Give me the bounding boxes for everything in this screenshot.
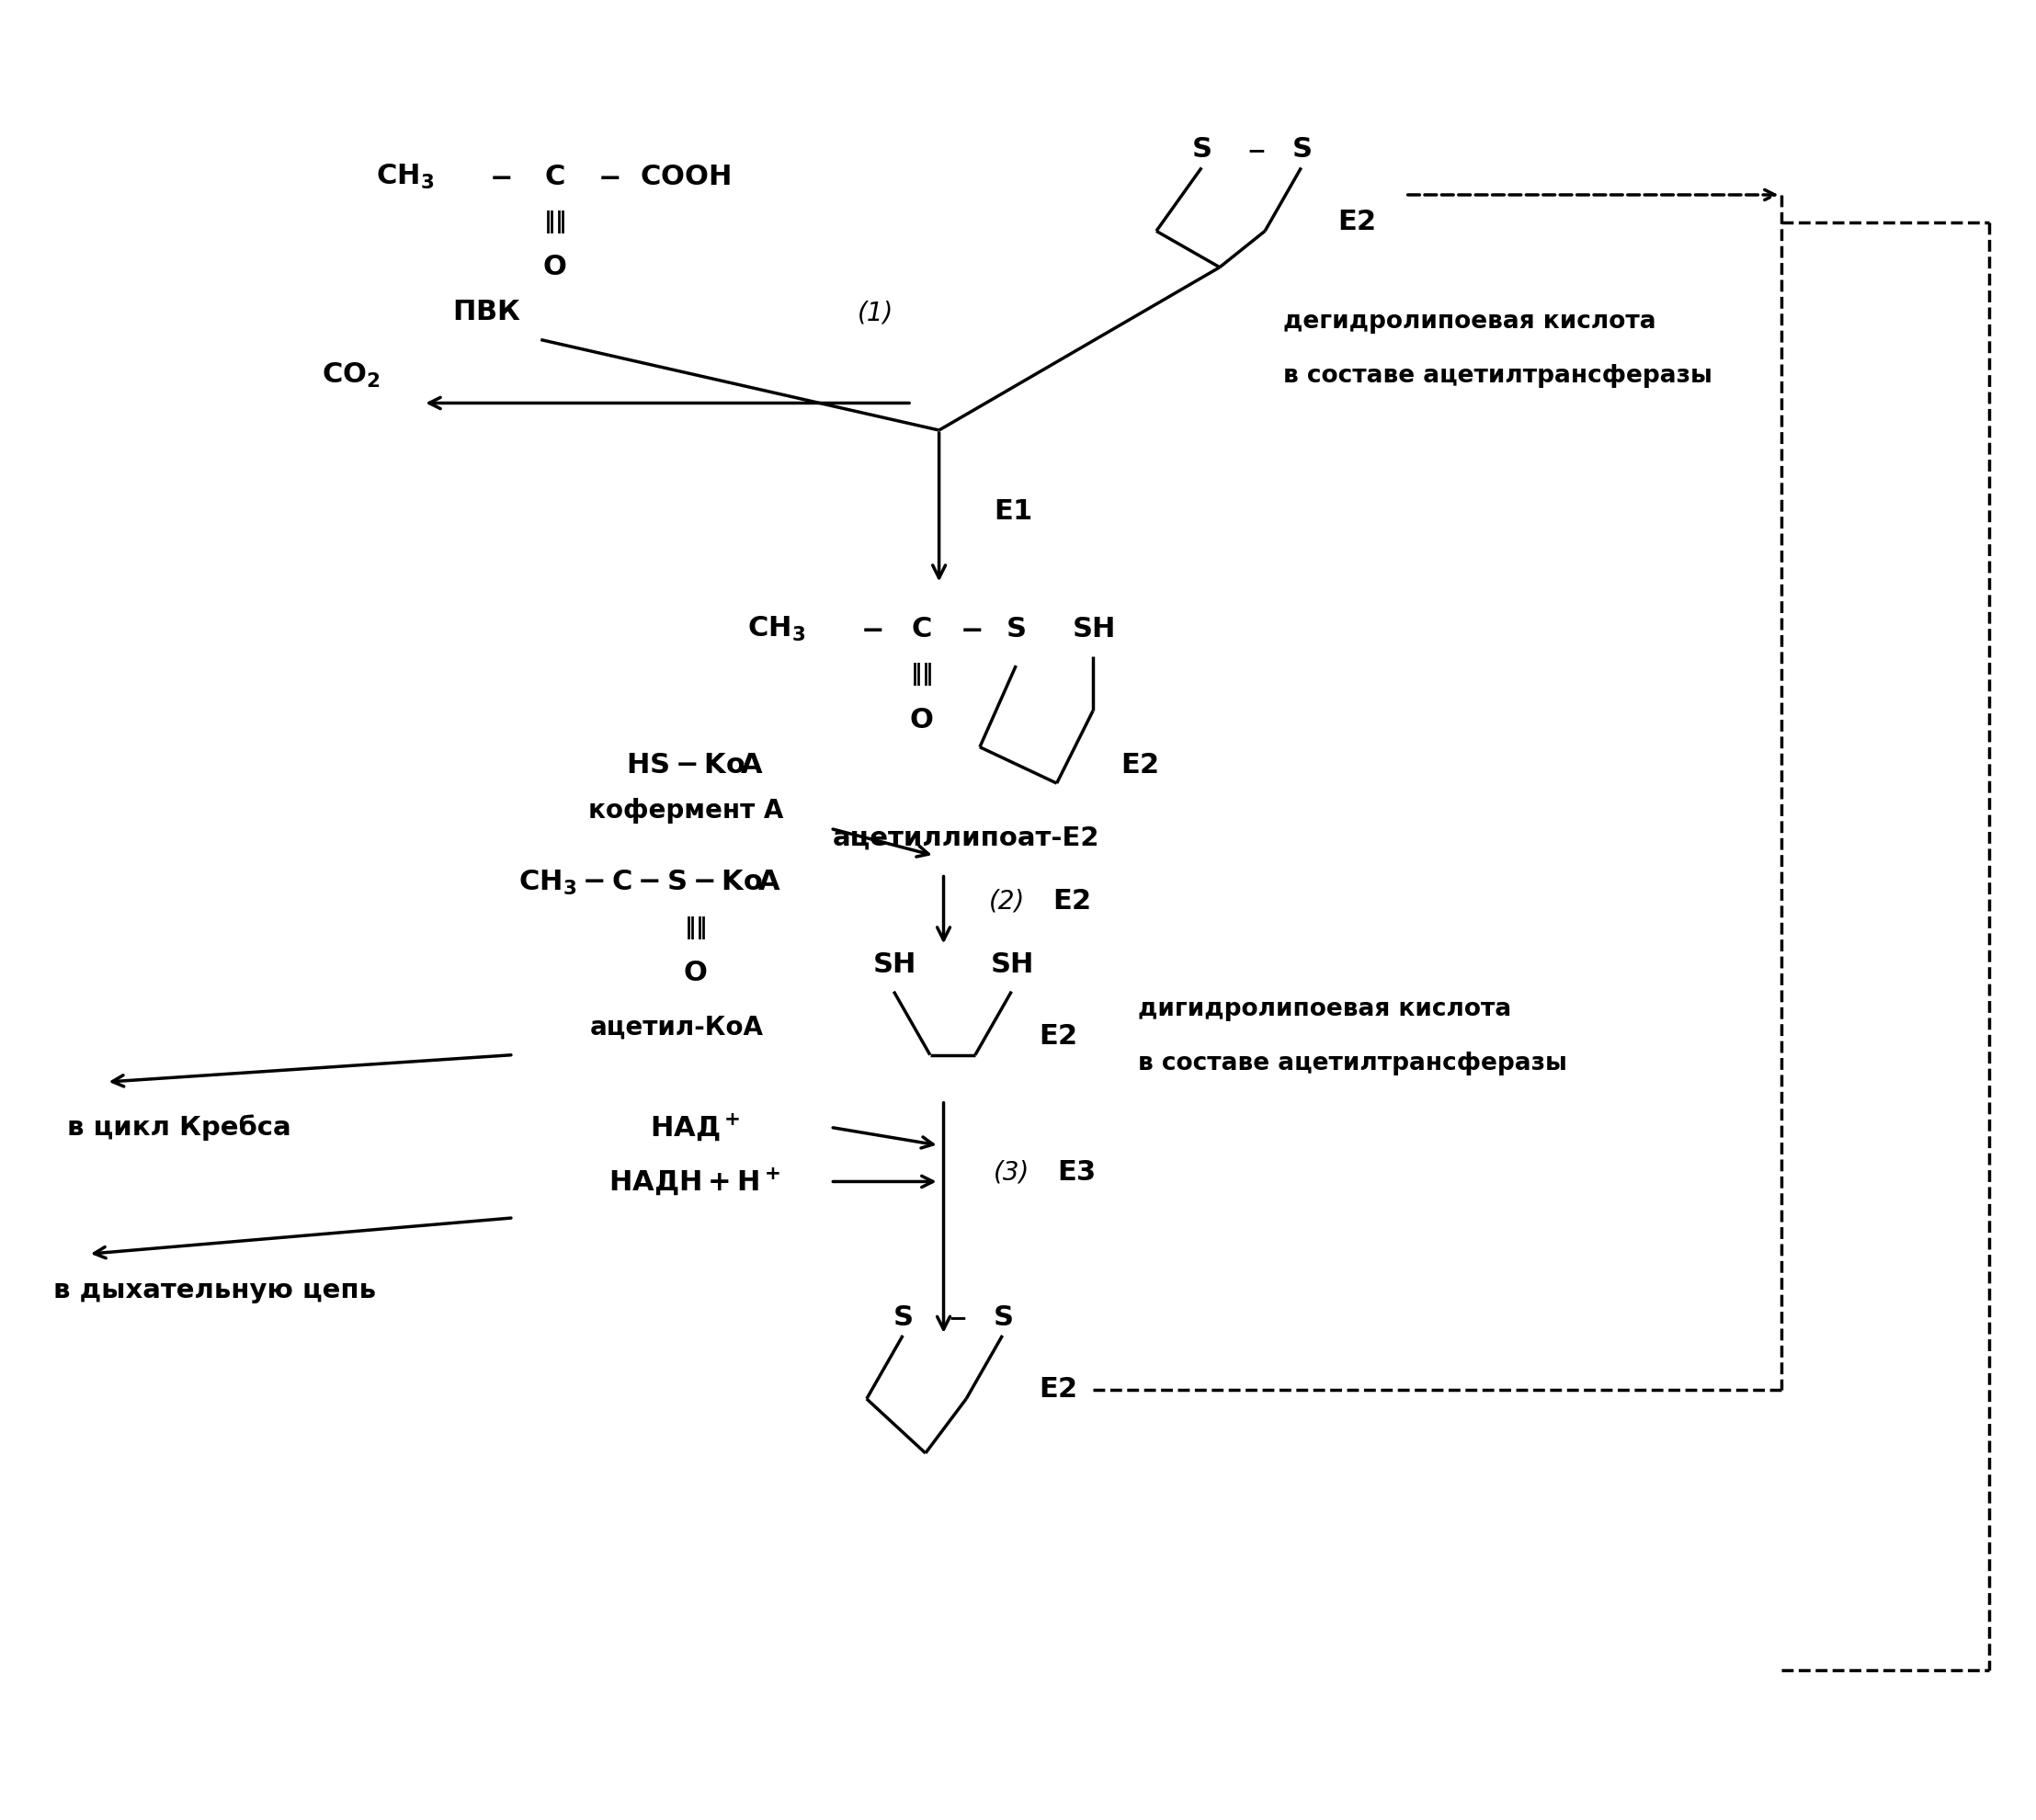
Text: $\mathbf{\|\|}$: $\mathbf{\|\|}$: [544, 209, 566, 235]
Text: ацетиллипоат-E2: ацетиллипоат-E2: [833, 824, 1099, 850]
Text: $\mathbf{-}$: $\mathbf{-}$: [489, 164, 511, 189]
Text: в дыхательную цепь: в дыхательную цепь: [53, 1278, 377, 1303]
Text: $\mathbf{НАД^+}$: $\mathbf{НАД^+}$: [649, 1112, 739, 1143]
Text: дигидролипоевая кислота: дигидролипоевая кислота: [1138, 997, 1511, 1021]
Text: $\mathbf{E2}$: $\mathbf{E2}$: [1120, 752, 1158, 779]
Text: $\mathbf{SH}$: $\mathbf{SH}$: [871, 952, 916, 977]
Text: $\mathbf{S}$: $\mathbf{S}$: [1291, 136, 1311, 164]
Text: $\mathbf{CO_2}$: $\mathbf{CO_2}$: [322, 362, 381, 389]
Text: $\mathbf{-}$: $\mathbf{-}$: [949, 1307, 967, 1329]
Text: $\mathbf{S}$: $\mathbf{S}$: [992, 1305, 1012, 1330]
Text: $\mathbf{E3}$: $\mathbf{E3}$: [1057, 1159, 1095, 1187]
Text: $\mathbf{O}$: $\mathbf{O}$: [908, 706, 932, 733]
Text: дегидролипоевая кислота: дегидролипоевая кислота: [1283, 309, 1655, 333]
Text: ацетил-КоА: ацетил-КоА: [590, 1016, 764, 1041]
Text: $\mathbf{\|\|}$: $\mathbf{\|\|}$: [684, 915, 706, 941]
Text: $\mathbf{-}$: $\mathbf{-}$: [859, 615, 882, 642]
Text: $\mathbf{E2}$: $\mathbf{E2}$: [1038, 1376, 1077, 1403]
Text: $\mathbf{S}$: $\mathbf{S}$: [1191, 136, 1211, 164]
Text: (3): (3): [994, 1159, 1030, 1185]
Text: $\mathbf{НАДН + Н^+}$: $\mathbf{НАДН + Н^+}$: [609, 1167, 780, 1198]
Text: $\mathbf{\|\|}$: $\mathbf{\|\|}$: [910, 661, 932, 688]
Text: $\mathbf{SH}$: $\mathbf{SH}$: [989, 952, 1032, 977]
Text: $\mathbf{CH_3}$: $\mathbf{CH_3}$: [377, 162, 434, 191]
Text: (2): (2): [989, 888, 1024, 914]
Text: $\mathbf{C}$: $\mathbf{C}$: [910, 615, 930, 642]
Text: кофермент А: кофермент А: [588, 797, 784, 823]
Text: $\mathbf{E2}$: $\mathbf{E2}$: [1338, 209, 1376, 235]
Text: $\mathbf{O}$: $\mathbf{O}$: [682, 959, 706, 986]
Text: $\mathbf{COOH}$: $\mathbf{COOH}$: [639, 164, 731, 189]
Text: $\mathbf{ПВК}$: $\mathbf{ПВК}$: [452, 298, 521, 326]
Text: $\mathbf{-}$: $\mathbf{-}$: [959, 615, 981, 642]
Text: $\mathbf{S}$: $\mathbf{S}$: [1006, 615, 1026, 642]
Text: (1): (1): [857, 300, 894, 326]
Text: $\mathbf{E1}$: $\mathbf{E1}$: [994, 499, 1032, 524]
Text: $\mathbf{CH_3}$: $\mathbf{CH_3}$: [747, 615, 804, 644]
Text: $\mathbf{HS-Ko\!A}$: $\mathbf{HS-Ko\!A}$: [625, 752, 764, 779]
Text: в составе ацетилтрансферазы: в составе ацетилтрансферазы: [1138, 1052, 1568, 1076]
Text: в цикл Кребса: в цикл Кребса: [67, 1114, 291, 1141]
Text: $\mathbf{E2}$: $\mathbf{E2}$: [1053, 888, 1089, 914]
Text: $\mathbf{E2}$: $\mathbf{E2}$: [1038, 1023, 1077, 1050]
Text: в составе ацетилтрансферазы: в составе ацетилтрансферазы: [1283, 364, 1712, 388]
Text: $\mathbf{SH}$: $\mathbf{SH}$: [1071, 615, 1114, 642]
Text: $\mathbf{C}$: $\mathbf{C}$: [544, 164, 564, 189]
Text: $\mathbf{-}$: $\mathbf{-}$: [597, 164, 619, 189]
Text: $\mathbf{O}$: $\mathbf{O}$: [542, 255, 566, 280]
Text: $\mathbf{CH_3-C-S-Ko\!A}$: $\mathbf{CH_3-C-S-Ko\!A}$: [517, 868, 780, 897]
Text: $\mathbf{-}$: $\mathbf{-}$: [1246, 138, 1264, 160]
Text: $\mathbf{S}$: $\mathbf{S}$: [894, 1305, 912, 1330]
